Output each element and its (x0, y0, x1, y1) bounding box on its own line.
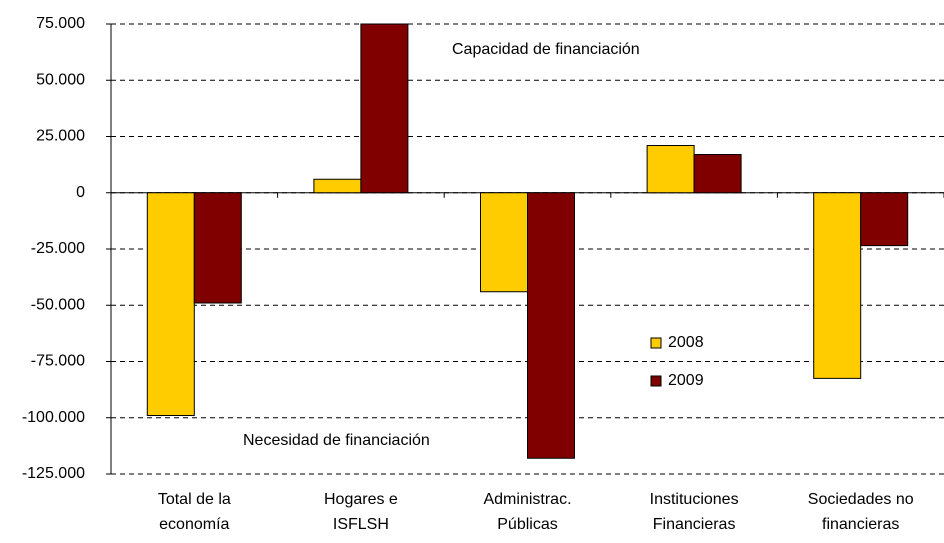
x-tick-label: Administrac. Públicas (483, 491, 571, 533)
bar (813, 192, 862, 379)
y-tick-label: -125.000 (22, 465, 85, 482)
x-tick-label-line: Sociedades no (808, 491, 914, 508)
x-tick-label-line: Financieras (653, 516, 736, 533)
x-tick-label-line: economía (159, 516, 229, 533)
bar (646, 145, 695, 194)
y-tick-label: 25.000 (36, 128, 85, 145)
y-tick-label: -25.000 (31, 240, 85, 257)
x-tick-label-line: Públicas (497, 516, 557, 533)
legend-swatch (650, 337, 662, 349)
bar (146, 192, 195, 416)
legend-swatch (650, 375, 662, 387)
x-tick-label: Instituciones Financieras (650, 491, 739, 533)
annotation: Necesidad de financiación (243, 432, 430, 449)
x-tick-label: Total de la economía (158, 491, 231, 533)
x-tick-label: Sociedades no financieras (808, 491, 914, 533)
bar (193, 192, 242, 304)
y-tick-label: 75.000 (36, 15, 85, 32)
x-tick-label-line: Total de la (158, 491, 231, 508)
x-tick-label-line: ISFLSH (333, 516, 389, 533)
y-tick-label: 50.000 (36, 71, 85, 88)
bar (527, 192, 575, 459)
bar (360, 23, 409, 194)
bar (313, 178, 362, 194)
annotation: Capacidad de financiación (452, 41, 640, 58)
y-tick-label: -75.000 (31, 353, 85, 370)
y-tick-label: -50.000 (31, 296, 85, 313)
x-tick-label-line: Administrac. (483, 491, 571, 508)
x-tick-label-line: Instituciones (650, 491, 739, 508)
bar (693, 154, 742, 194)
legend-label: 2008 (668, 334, 704, 351)
x-tick-label-line: Hogares e (324, 491, 398, 508)
y-tick-label: 0 (76, 184, 85, 201)
bar (860, 192, 909, 247)
x-tick-label: Hogares e ISFLSH (324, 491, 398, 533)
bar (480, 192, 528, 293)
legend-label: 2009 (668, 372, 704, 389)
y-tick-label: -100.000 (22, 409, 85, 426)
x-tick-label-line: financieras (822, 516, 899, 533)
